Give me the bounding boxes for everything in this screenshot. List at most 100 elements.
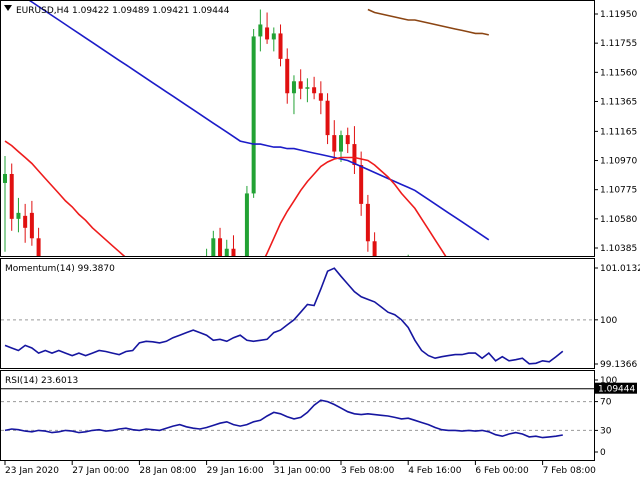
candle-body (84, 294, 88, 297)
candle-body (365, 203, 370, 242)
time-tick-label: 7 Feb 08:00 (543, 466, 597, 476)
current-price-box (595, 382, 637, 394)
price-tick-label: 1.10775 (600, 186, 637, 196)
candle-body (379, 292, 383, 301)
candle-body (97, 291, 101, 294)
price-tick-label: 1.11560 (600, 68, 637, 78)
candle-body (386, 298, 390, 301)
candle-body (251, 36, 256, 194)
candle-body (480, 380, 484, 387)
price-tick-label: 1.11365 (600, 97, 637, 107)
candle-body (433, 332, 437, 347)
candle-body (9, 173, 14, 219)
time-tick-label: 29 Jan 16:00 (207, 466, 264, 476)
candle-body (178, 300, 182, 309)
rsi-tick-label: 0 (600, 448, 606, 458)
candle-body (265, 27, 270, 40)
candle-body (77, 285, 81, 292)
candle-body (158, 338, 162, 350)
candle-body (205, 258, 209, 283)
candle-body (318, 93, 323, 101)
candle-body (117, 306, 121, 325)
candle-body (399, 300, 403, 303)
candle-body (258, 24, 263, 37)
candle-body (244, 193, 249, 256)
rsi-tick-label: 30 (600, 426, 612, 436)
candle-body (291, 81, 296, 94)
price-pane[interactable]: 1.11950 1.11755 1.11560 1.11365 1.11165 1.109… (1, 0, 637, 395)
candle-body (184, 300, 188, 306)
rsi-pane[interactable]: 100 70 30 0 (1, 376, 617, 458)
candle-body (460, 338, 464, 372)
current-price-label: 1.09444 (598, 385, 635, 395)
candle-body (224, 248, 229, 256)
candle-body (393, 298, 397, 302)
time-tick-label: 6 Feb 00:00 (475, 466, 529, 476)
candle-body (151, 309, 155, 339)
candle-body (372, 241, 377, 256)
candle-body (211, 238, 216, 256)
time-axis: 23 Jan 2020 27 Jan 00:00 28 Jan 08:00 29 Ja… (4, 461, 597, 476)
ohlc-readout: 1.09422 1.09489 1.09421 1.09444 (72, 6, 230, 16)
ma-mid-line (28, 1, 490, 241)
rsi-line (4, 399, 563, 439)
ma-fast-line (4, 140, 447, 256)
candle-body (131, 312, 135, 330)
price-tick-label: 1.11165 (600, 127, 637, 137)
candle-body (305, 87, 310, 89)
price-tick-label: 1.10580 (600, 215, 637, 225)
candle-body (36, 238, 41, 256)
price-tick-label: 1.10970 (600, 157, 637, 167)
time-tick-label: 31 Jan 00:00 (274, 466, 331, 476)
candle-body (90, 292, 94, 299)
candle-body (447, 334, 451, 338)
candle-body (285, 58, 290, 94)
momentum-line (4, 267, 564, 365)
momentum-pane-frame (0, 258, 595, 369)
candle-body (440, 332, 444, 338)
price-tick-label: 1.11755 (600, 39, 637, 49)
collapse-triangle-icon[interactable] (4, 5, 12, 11)
candle-body (339, 135, 343, 152)
candle-body (124, 325, 128, 329)
candle-body (453, 334, 457, 338)
time-tick-label: 28 Jan 08:00 (139, 466, 196, 476)
momentum-tick-label: 101.0132 (600, 264, 640, 274)
rsi-title: RSI(14) 23.6013 (5, 376, 78, 386)
candle-body (325, 100, 330, 136)
candle-body (218, 238, 223, 256)
candle-body (298, 81, 303, 89)
candle-body (198, 283, 202, 298)
candle-body (473, 365, 477, 380)
price-tick-label: 1.11950 (600, 10, 637, 20)
candle-body (352, 144, 357, 166)
ma-slow-line (367, 8, 489, 36)
candle-body (171, 309, 175, 328)
candle-body (413, 295, 417, 298)
candle-body (406, 298, 410, 299)
candle-body (271, 33, 276, 40)
momentum-title: Momentum(14) 99.3870 (5, 264, 115, 274)
candle-body (16, 212, 21, 219)
candle-body (50, 274, 54, 284)
candle-body (426, 301, 430, 347)
candle-body (23, 215, 28, 228)
candle-body (104, 288, 108, 291)
candle-body (70, 273, 74, 285)
candle-body (29, 212, 34, 239)
candle-body (278, 33, 283, 59)
candle-body (467, 365, 471, 372)
candle-body (359, 165, 364, 204)
time-tick-label: 4 Feb 16:00 (408, 466, 462, 476)
rsi-tick-label: 100 (600, 376, 617, 386)
rsi-tick-label: 70 (600, 398, 612, 408)
candle-body (137, 282, 141, 312)
momentum-tick-label: 100 (600, 316, 617, 326)
price-pane-frame (0, 0, 595, 257)
time-tick-label: 3 Feb 08:00 (341, 466, 395, 476)
momentum-tick-label: 99.1366 (600, 360, 637, 370)
candle-body (238, 270, 242, 271)
candle-body (164, 328, 168, 350)
momentum-pane[interactable]: 101.0132 100 99.1366 (1, 264, 640, 370)
